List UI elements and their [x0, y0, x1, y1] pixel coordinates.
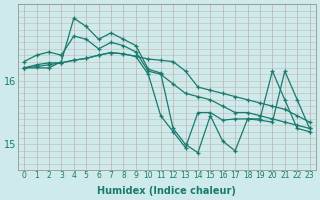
- X-axis label: Humidex (Indice chaleur): Humidex (Indice chaleur): [98, 186, 236, 196]
